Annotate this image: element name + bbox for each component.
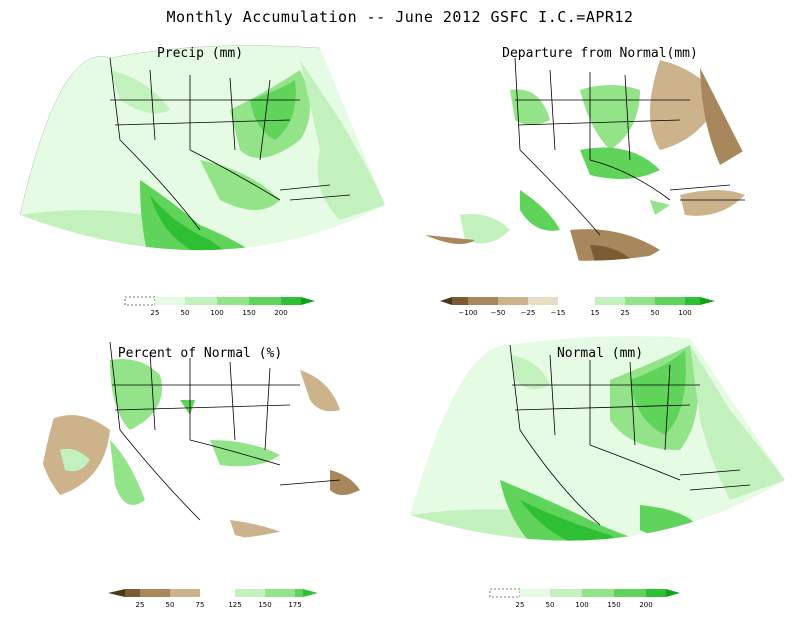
normal-legend: 25 50 100 150 200 bbox=[400, 584, 800, 614]
legend-label: 75 bbox=[196, 601, 205, 609]
legend-label: 25 bbox=[151, 309, 160, 317]
precip-legend-swatch bbox=[155, 297, 185, 305]
legend-label: 25 bbox=[136, 601, 145, 609]
precip-legend-missing bbox=[124, 296, 156, 306]
legend-label: 25 bbox=[621, 309, 630, 317]
legend-label: 150 bbox=[607, 601, 620, 609]
legend-label: 100 bbox=[678, 309, 691, 317]
precip-map bbox=[19, 45, 385, 251]
percent-legend: 25 50 75 125 150 175 bbox=[0, 584, 400, 614]
legend-label: 50 bbox=[181, 309, 190, 317]
percent-panel: Percent of Normal (%) bbox=[0, 300, 400, 600]
legend-label: 175 bbox=[288, 601, 301, 609]
legend-label: 50 bbox=[651, 309, 660, 317]
legend-label: 15 bbox=[591, 309, 600, 317]
precip-legend-swatch bbox=[185, 297, 217, 305]
percent-legend-arrow-low bbox=[108, 589, 125, 597]
legend-label: 200 bbox=[639, 601, 652, 609]
percent-legend-arrow-high bbox=[303, 589, 318, 597]
normal-legend-missing bbox=[489, 588, 521, 598]
precip-legend-swatch bbox=[217, 297, 249, 305]
percent-map bbox=[35, 337, 370, 541]
normal-map bbox=[410, 336, 785, 541]
legend-label: 150 bbox=[258, 601, 271, 609]
legend-label: −50 bbox=[491, 309, 506, 317]
precip-panel: Precip (mm) bbox=[0, 0, 400, 300]
legend-label: 25 bbox=[516, 601, 525, 609]
normal-title: Normal (mm) bbox=[556, 346, 644, 361]
legend-label: 200 bbox=[274, 309, 287, 317]
percent-title: Percent of Normal (%) bbox=[117, 346, 283, 361]
legend-label: 150 bbox=[242, 309, 255, 317]
normal-panel: Normal (mm) bbox=[400, 300, 800, 600]
departure-legend-arrow-high bbox=[700, 297, 715, 305]
departure-legend: −100 −50 −25 −15 15 25 50 100 bbox=[400, 292, 800, 322]
precip-legend-swatch bbox=[249, 297, 281, 305]
legend-label: 50 bbox=[166, 601, 175, 609]
main-title: Monthly Accumulation -- June 2012 GSFC I… bbox=[166, 8, 634, 26]
precip-title: Precip (mm) bbox=[156, 46, 244, 61]
legend-label: −15 bbox=[551, 309, 566, 317]
departure-title: Departure from Normal(mm) bbox=[502, 46, 698, 61]
departure-panel: Departure from Normal(mm) bbox=[400, 0, 800, 300]
precip-legend-arrow bbox=[301, 297, 315, 305]
departure-map bbox=[425, 46, 775, 261]
legend-label: 125 bbox=[228, 601, 241, 609]
legend-label: 100 bbox=[575, 601, 588, 609]
departure-legend-arrow-low bbox=[440, 297, 452, 305]
legend-label: −100 bbox=[458, 309, 477, 317]
legend-label: −25 bbox=[521, 309, 536, 317]
precip-legend: 25 50 100 150 200 bbox=[0, 292, 400, 322]
legend-label: 50 bbox=[546, 601, 555, 609]
precip-legend-swatch bbox=[281, 297, 301, 305]
normal-legend-arrow bbox=[666, 589, 680, 597]
legend-label: 100 bbox=[210, 309, 223, 317]
